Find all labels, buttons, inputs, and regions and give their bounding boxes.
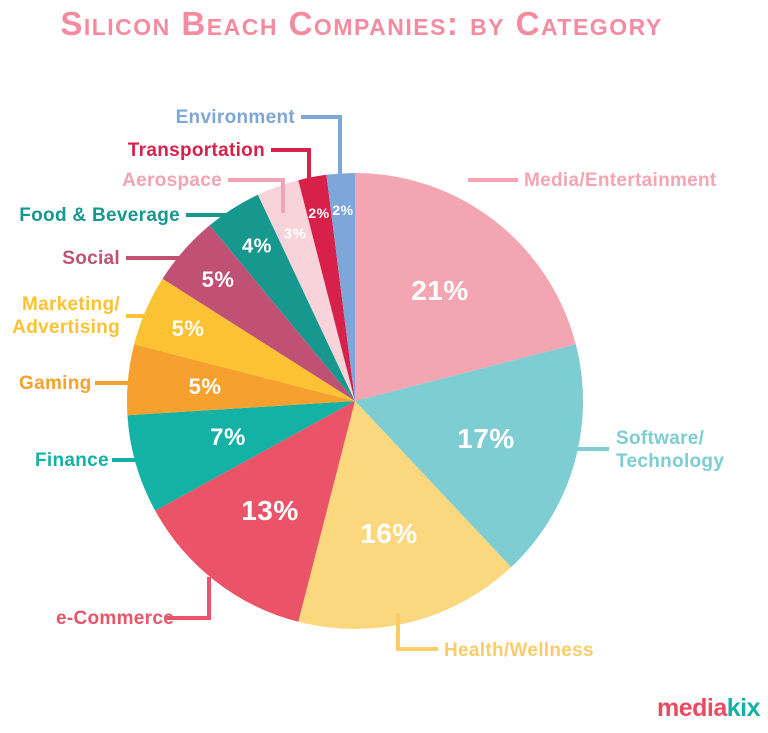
logo-media: media [656,694,727,722]
pie-slice-media-entertainment [355,173,576,401]
leader-line-aerospace [228,178,285,213]
leader-line-environment [301,115,342,185]
logo-kix: kix [726,694,761,722]
leader-line-health-wellness [396,613,438,651]
pie-slice-transportation [298,174,355,401]
chart-title: Silicon Beach Companies: by Category [60,5,663,42]
pie-slice-health-wellness [298,401,512,629]
pie-slice-software-technology [355,344,583,568]
pie-slice-food-beverage [209,194,355,401]
pie-slice-aerospace [257,180,355,401]
mediakix-logo: mediakix [656,694,761,723]
leader-line-food-beverage [186,213,245,237]
leader-line-e-commerce [167,577,211,620]
pie-slice-gaming [126,344,355,416]
pie-slice-finance [127,401,356,511]
pie-slice-e-commerce [155,401,355,622]
pie-slice-marketing-advertising [134,278,355,401]
pie-slice-environment [326,173,355,401]
leader-line-transportation [271,148,311,193]
pie-slice-social [162,225,355,401]
